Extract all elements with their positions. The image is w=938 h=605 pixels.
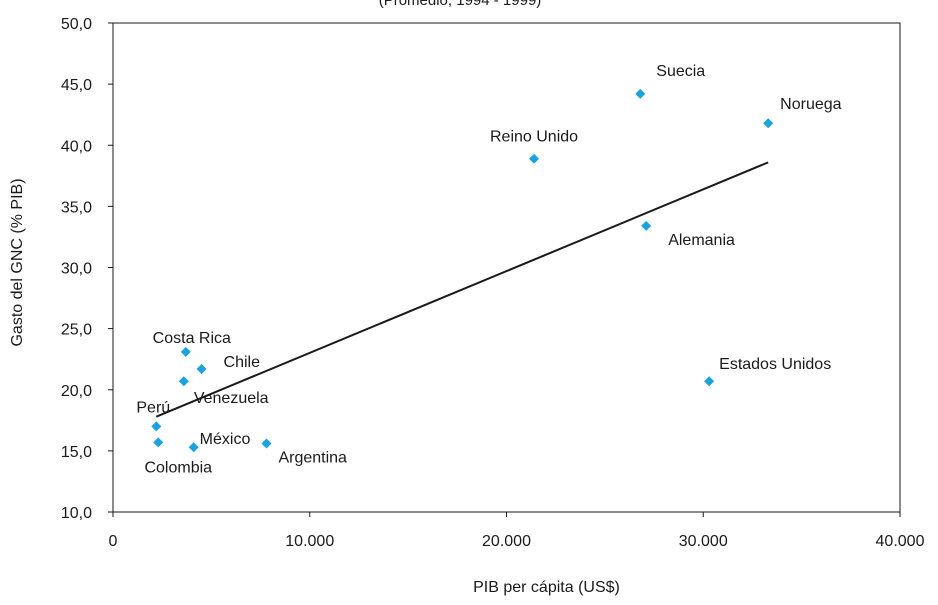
data-point-labels: Suecia Noruega Reino Unido Alemania Estados … xyxy=(136,63,841,476)
data-point xyxy=(261,438,272,449)
data-point-label: Colombia xyxy=(144,459,212,476)
y-tick-label: 35,0 xyxy=(61,199,92,216)
y-tick-label: 45,0 xyxy=(61,77,92,94)
data-point xyxy=(188,442,199,453)
chart-subtitle: (Promedio, 1994 - 1999) xyxy=(379,0,542,9)
data-point xyxy=(151,421,162,432)
x-axis-ticks: 0 10.000 20.000 30.000 40.000 xyxy=(109,512,925,550)
data-point xyxy=(529,153,540,164)
data-point-label: Noruega xyxy=(780,96,841,113)
data-point-label: Venezuela xyxy=(194,390,269,407)
y-tick-label: 20,0 xyxy=(61,383,92,400)
data-point-label: Suecia xyxy=(656,63,705,80)
data-point-label: Argentina xyxy=(278,450,347,467)
data-point xyxy=(704,376,715,387)
data-point xyxy=(635,88,646,99)
y-tick-label: 10,0 xyxy=(61,505,92,522)
y-tick-label: 30,0 xyxy=(61,261,92,278)
data-point-label: México xyxy=(200,431,251,448)
data-point-label: Chile xyxy=(224,354,261,371)
y-tick-label: 40,0 xyxy=(61,138,92,155)
trendline-group xyxy=(155,161,769,418)
y-tick-label: 50,0 xyxy=(61,16,92,33)
data-point xyxy=(153,437,164,448)
trendline xyxy=(155,161,769,418)
data-point-label: Reino Unido xyxy=(490,129,578,146)
x-tick-label: 40.000 xyxy=(876,533,925,550)
data-point-label: Estados Unidos xyxy=(719,356,831,373)
x-tick-label: 30.000 xyxy=(679,533,728,550)
data-point xyxy=(196,363,207,374)
x-tick-label: 0 xyxy=(109,533,118,550)
y-tick-label: 15,0 xyxy=(61,444,92,461)
data-points xyxy=(151,88,774,453)
data-point-label: Costa Rica xyxy=(153,330,231,347)
data-point xyxy=(641,220,652,231)
y-tick-label: 25,0 xyxy=(61,322,92,339)
data-point-label: Perú xyxy=(136,399,170,416)
x-tick-label: 10.000 xyxy=(285,533,334,550)
x-tick-label: 20.000 xyxy=(482,533,531,550)
data-point xyxy=(180,346,191,357)
y-axis-ticks: 10,0 15,0 20,0 25,0 30,0 35,0 40,0 45,0 50,0 xyxy=(61,16,113,522)
data-point xyxy=(178,376,189,387)
y-axis-label: Gasto del GNC (% PIB) xyxy=(9,178,26,346)
data-point xyxy=(763,118,774,129)
x-axis-label: PIB per cápita (US$) xyxy=(473,579,620,596)
data-point-label: Alemania xyxy=(668,232,735,249)
